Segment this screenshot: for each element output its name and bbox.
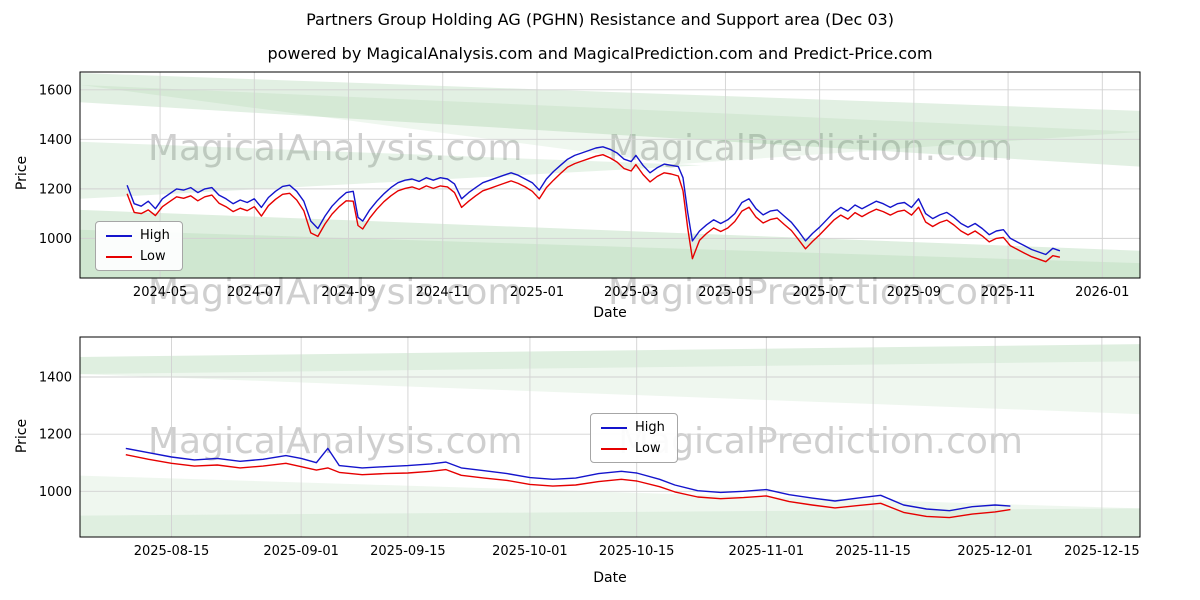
svg-text:2025-11-01: 2025-11-01 (729, 544, 805, 559)
svg-text:2025-10-15: 2025-10-15 (599, 544, 675, 559)
svg-text:1000: 1000 (39, 485, 72, 500)
page-title: Partners Group Holding AG (PGHN) Resista… (306, 10, 894, 29)
svg-text:1400: 1400 (39, 371, 72, 386)
top-y-axis-label: Price (14, 155, 30, 191)
svg-text:2026-01: 2026-01 (1075, 285, 1129, 300)
legend-label-high: High (635, 420, 665, 435)
svg-text:1000: 1000 (39, 232, 72, 247)
legend-label-low: Low (140, 249, 166, 264)
top-price-chart: 1000 1200 1400 1600 2024-05 2024-07 2024-09 202… (39, 71, 1141, 300)
page-subtitle: powered by MagicalAnalysis.com and Magic… (267, 44, 933, 63)
high-line-swatch (601, 426, 627, 429)
legend-item-low: Low (601, 441, 665, 456)
svg-text:1400: 1400 (39, 133, 72, 148)
svg-text:2025-09: 2025-09 (887, 285, 941, 300)
svg-text:2025-01: 2025-01 (510, 285, 564, 300)
bottom-x-axis-label: Date (593, 570, 627, 586)
svg-text:2025-05: 2025-05 (698, 285, 752, 300)
svg-text:1200: 1200 (39, 182, 72, 197)
legend-item-high: High (601, 420, 665, 435)
low-line-swatch (106, 255, 132, 258)
top-chart-legend: High Low (95, 221, 183, 271)
svg-text:1200: 1200 (39, 428, 72, 443)
top-x-axis-label: Date (593, 305, 627, 321)
low-line-swatch (601, 447, 627, 450)
bottom-price-chart: 1000 1200 1400 2025-08-15 2025-09-01 2025-09-… (39, 336, 1141, 559)
svg-text:2024-05: 2024-05 (133, 285, 187, 300)
svg-text:2025-10-01: 2025-10-01 (492, 544, 568, 559)
svg-text:2024-07: 2024-07 (227, 285, 281, 300)
bottom-chart-legend: High Low (590, 413, 678, 463)
svg-text:2025-12-01: 2025-12-01 (957, 544, 1033, 559)
svg-text:2024-09: 2024-09 (321, 285, 375, 300)
svg-text:1600: 1600 (39, 83, 72, 98)
high-line-swatch (106, 234, 132, 237)
legend-label-low: Low (635, 441, 661, 456)
svg-text:2025-12-15: 2025-12-15 (1064, 544, 1140, 559)
svg-text:2025-09-01: 2025-09-01 (263, 544, 339, 559)
legend-item-high: High (106, 228, 170, 243)
legend-item-low: Low (106, 249, 170, 264)
svg-text:2025-07: 2025-07 (792, 285, 846, 300)
svg-text:2025-09-15: 2025-09-15 (370, 544, 446, 559)
svg-text:2025-11-15: 2025-11-15 (835, 544, 911, 559)
svg-text:2025-11: 2025-11 (981, 285, 1035, 300)
bottom-y-axis-label: Price (14, 418, 30, 454)
svg-text:2024-11: 2024-11 (416, 285, 470, 300)
svg-text:2025-03: 2025-03 (604, 285, 658, 300)
svg-text:2025-08-15: 2025-08-15 (134, 544, 210, 559)
legend-label-high: High (140, 228, 170, 243)
